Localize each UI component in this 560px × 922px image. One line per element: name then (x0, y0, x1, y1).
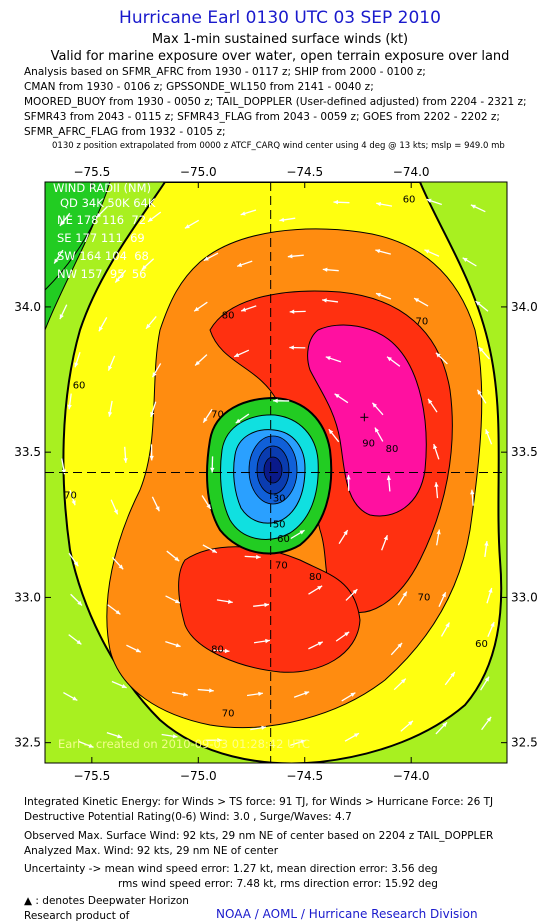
wind-radii-row-se: SE 177 111 69 (57, 231, 145, 245)
x-tick-label-bottom: −74.0 (393, 769, 430, 783)
dpr-text: Destructive Potential Rating(0-6) Wind: … (24, 811, 352, 823)
uncertainty-line-1: Uncertainty -> mean wind speed error: 1.… (24, 863, 438, 875)
y-tick-label-right: 33.0 (511, 590, 538, 604)
contour-label: 70 (211, 409, 224, 420)
analyzed-max-text: Analyzed Max. Wind: 92 kts, 29 nm NE of … (24, 845, 278, 857)
contour-label: 80 (386, 444, 399, 455)
x-tick-label-bottom: −75.5 (73, 769, 110, 783)
x-tick-label-top: −75.5 (73, 165, 110, 179)
ike-text: Integrated Kinetic Energy: for Winds > T… (24, 796, 493, 808)
contour-label: 60 (277, 534, 290, 545)
x-tick-label-bottom: −75.0 (180, 769, 217, 783)
y-tick-label-left: 33.0 (14, 590, 41, 604)
deepwater-icon: ▲ (24, 895, 32, 907)
wind-radii-header: QD 34K 50K 64K (60, 196, 156, 210)
contour-label: 50 (273, 520, 286, 531)
y-tick-label-left: 34.0 (14, 300, 41, 314)
contour-label: 80 (222, 311, 235, 322)
contour-label: 70 (222, 709, 235, 720)
x-tick-label-bottom: −74.5 (286, 769, 323, 783)
x-tick-label-top: −74.5 (286, 165, 323, 179)
contour-label: 90 (362, 438, 375, 449)
y-tick-label-left: 33.5 (14, 445, 41, 459)
watermark: Earl -- created on 2010-09-03 01:28:42 U… (58, 737, 310, 751)
deepwater-legend-text: : denotes Deepwater Horizon (35, 895, 189, 907)
contour-label: 70 (415, 316, 428, 327)
contour-label: 80 (211, 645, 224, 656)
noaa-link[interactable]: NOAA / AOML / Hurricane Research Divisio… (216, 907, 478, 921)
research-text: Research product of (24, 910, 129, 922)
contour-label: 80 (309, 572, 322, 583)
wind-radii-row-ne: NE 178 116 72 (57, 213, 146, 227)
deepwater-legend: ▲ : denotes Deepwater Horizon (24, 895, 189, 907)
x-tick-label-top: −75.0 (180, 165, 217, 179)
contour-label: 70 (275, 560, 288, 571)
contour-label: 60 (475, 639, 488, 650)
y-tick-label-right: 33.5 (511, 445, 538, 459)
uncertainty-line-2: rms wind speed error: 7.48 kt, rms direc… (118, 878, 438, 890)
y-tick-label-right: 32.5 (511, 736, 538, 750)
fill-eye (264, 457, 282, 483)
x-tick-label-top: −74.0 (393, 165, 430, 179)
contour-label: 70 (418, 592, 431, 603)
wind-radii-row-sw: SW 164 104 68 (57, 249, 149, 263)
y-tick-label-right: 34.0 (511, 300, 538, 314)
contour-label: 60 (403, 194, 416, 205)
contour-label: 30 (273, 494, 286, 505)
wind-radii-title: WIND RADII (NM) (53, 181, 151, 195)
y-tick-label-left: 32.5 (14, 736, 41, 750)
contour-label: 70 (64, 491, 77, 502)
contour-label: 60 (73, 380, 86, 391)
observed-max-text: Observed Max. Surface Wind: 92 kts, 29 n… (24, 830, 493, 842)
wind-radii-row-nw: NW 157 95 56 (57, 267, 146, 281)
